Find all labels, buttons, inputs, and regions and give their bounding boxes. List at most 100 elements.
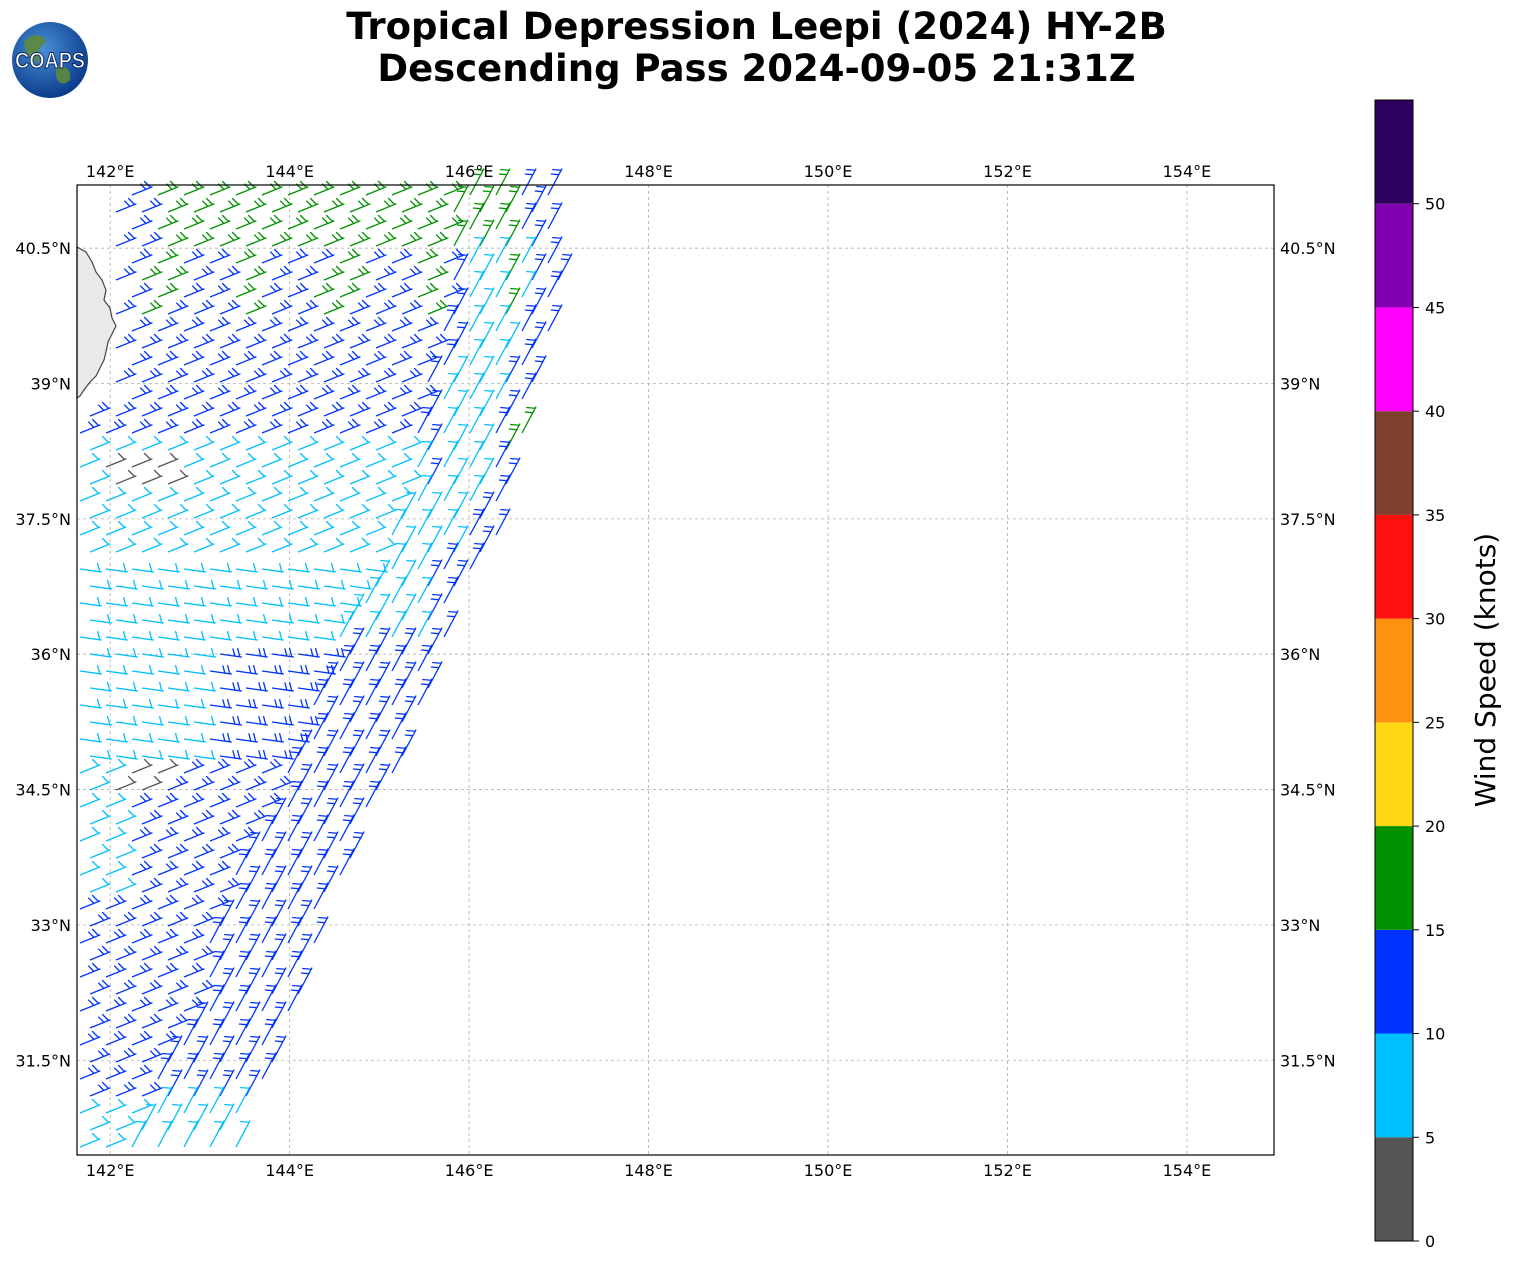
- wind-barb: [219, 1035, 235, 1063]
- wind-barb: [141, 503, 163, 519]
- wind-barb: [167, 503, 189, 519]
- wind-barb: [141, 877, 163, 893]
- wind-barb: [157, 894, 179, 910]
- wind-barb: [219, 333, 241, 349]
- wind-barb: [323, 661, 339, 689]
- lon-label: 154°E: [1163, 1161, 1212, 1180]
- wind-barb: [209, 418, 231, 434]
- wind-barb: [469, 406, 485, 434]
- wind-barb: [261, 520, 283, 536]
- wind-barb: [219, 401, 241, 417]
- wind-barb: [323, 333, 345, 349]
- wind-barb: [469, 270, 485, 298]
- wind-barb: [131, 1120, 147, 1148]
- wind-barb: [141, 367, 163, 383]
- wind-barb: [115, 715, 138, 726]
- wind-barb: [375, 729, 391, 757]
- wind-barb: [323, 865, 339, 893]
- wind-barb: [297, 865, 313, 893]
- wind-barb: [131, 826, 153, 842]
- lon-label: 152°E: [983, 162, 1032, 181]
- wind-barb: [313, 678, 329, 706]
- wind-barb: [141, 469, 163, 485]
- wind-barb: [219, 843, 241, 859]
- wind-barb: [193, 1103, 209, 1131]
- wind-barb: [339, 610, 355, 638]
- wind-barb: [79, 962, 101, 978]
- wind-barb: [167, 613, 190, 624]
- colorbar-bins: [1375, 100, 1413, 1241]
- wind-barb: [235, 664, 258, 675]
- wind-barb: [271, 401, 293, 417]
- wind-barb: [235, 698, 258, 709]
- wind-barb: [115, 749, 138, 760]
- wind-barb: [235, 562, 258, 573]
- wind-barb: [209, 792, 231, 808]
- wind-barb: [365, 520, 387, 536]
- wind-barb: [375, 401, 397, 417]
- wind-barb: [89, 681, 112, 692]
- wind-barb: [209, 984, 225, 1012]
- wind-barb: [287, 282, 309, 298]
- wind-barb: [79, 664, 102, 675]
- wind-barb: [115, 843, 137, 859]
- lat-label: 40.5°N: [15, 239, 71, 258]
- wind-barb: [297, 265, 319, 281]
- wind-barb: [131, 282, 153, 298]
- wind-barb: [141, 401, 163, 417]
- wind-barb: [245, 865, 261, 893]
- wind-barb: [557, 253, 573, 281]
- wind-barb: [131, 596, 154, 607]
- wind-barb: [235, 848, 251, 876]
- wind-barb: [287, 520, 309, 536]
- wind-barb: [287, 486, 309, 502]
- wind-barb: [495, 508, 511, 536]
- wind-barb: [271, 865, 287, 893]
- wind-barb: [297, 503, 319, 519]
- wind-barb: [183, 1018, 199, 1046]
- wind-barb: [79, 758, 101, 774]
- wind-barb: [141, 435, 163, 451]
- wind-barb: [339, 678, 355, 706]
- wind-barb: [495, 168, 511, 196]
- wind-barb: [495, 440, 511, 468]
- wind-barb: [235, 520, 257, 536]
- wind-barb: [183, 596, 206, 607]
- wind-barb: [427, 491, 443, 519]
- wind-barb: [365, 678, 381, 706]
- wind-barb: [235, 350, 257, 366]
- wind-barb: [141, 231, 163, 247]
- wind-barb: [245, 401, 267, 417]
- wind-barb: [79, 520, 101, 536]
- lon-label: 154°E: [1163, 162, 1212, 181]
- wind-barb: [427, 299, 449, 315]
- wind-barb: [115, 197, 137, 213]
- wind-barb: [183, 248, 205, 264]
- lon-label: 146°E: [445, 162, 494, 181]
- wind-barb: [219, 899, 235, 927]
- wind-barb: [167, 911, 189, 927]
- wind-barb: [89, 749, 112, 760]
- wind-barb: [479, 491, 495, 519]
- wind-barb: [115, 469, 137, 485]
- colorbar-tick-label: 15: [1425, 921, 1445, 940]
- wind-barb: [521, 372, 537, 400]
- wind-barb: [349, 579, 372, 590]
- wind-barb: [401, 695, 417, 723]
- wind-barb: [521, 406, 537, 434]
- wind-barb: [365, 486, 387, 502]
- wind-barb: [157, 630, 180, 641]
- wind-barb: [193, 843, 215, 859]
- wind-barb: [209, 384, 231, 400]
- wind-barb: [89, 579, 112, 590]
- wind-barb: [365, 644, 381, 672]
- wind-barb: [391, 452, 413, 468]
- wind-barb: [79, 792, 101, 808]
- wind-barb: [271, 715, 294, 726]
- wind-barb: [79, 630, 102, 641]
- wind-barb: [313, 596, 336, 607]
- wind-barb: [479, 389, 495, 417]
- wind-barb: [261, 698, 284, 709]
- wind-barb: [157, 1052, 173, 1080]
